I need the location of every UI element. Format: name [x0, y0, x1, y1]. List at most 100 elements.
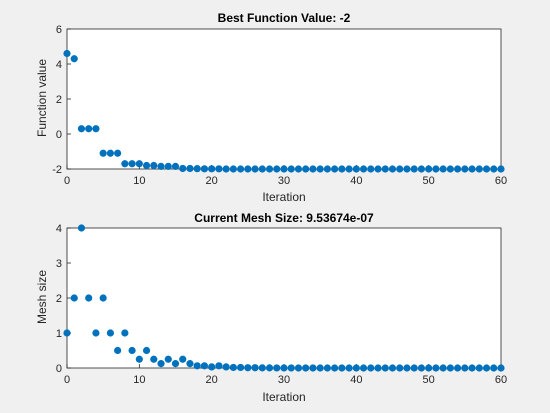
axes-frame [66, 227, 502, 369]
data-point [135, 355, 143, 363]
data-point [410, 364, 418, 372]
y-axis-label: Function value [35, 59, 49, 137]
data-point [273, 364, 281, 372]
x-tick-label: 40 [350, 374, 362, 386]
data-point [92, 329, 100, 337]
y-tick-label: 6 [56, 24, 62, 36]
y-tick-label: 4 [56, 59, 62, 71]
data-point [446, 364, 454, 372]
x-tick-label: 30 [278, 374, 290, 386]
x-tick-label: 10 [133, 374, 145, 386]
data-point [417, 165, 426, 173]
data-point [381, 364, 389, 372]
axes-current-mesh-size: Current Mesh Size: 9.53674e-07 Iteration… [35, 211, 507, 404]
chart-title: Best Function Value: -2 [218, 11, 351, 25]
x-tick-label: 20 [206, 374, 218, 386]
data-point [229, 363, 237, 372]
data-point [482, 364, 491, 372]
data-point [106, 149, 114, 157]
data-point [475, 364, 483, 372]
y-tick-label: 0 [56, 363, 62, 375]
data-point [287, 364, 295, 372]
data-point [374, 165, 382, 173]
data-point [77, 224, 86, 232]
data-point [244, 165, 252, 173]
data-point [497, 165, 505, 173]
data-point [121, 329, 129, 337]
data-point [222, 165, 230, 173]
x-tick-label: 40 [350, 175, 362, 187]
data-point [280, 165, 288, 173]
data-point [381, 165, 389, 173]
data-point [417, 364, 426, 372]
data-point [425, 364, 433, 372]
x-tick-label: 50 [423, 374, 435, 386]
x-axis-label: Iteration [262, 390, 305, 404]
data-point [388, 165, 397, 173]
axes-frame [66, 28, 502, 170]
data-point [338, 364, 346, 372]
data-point [215, 362, 223, 370]
data-point [468, 165, 476, 173]
data-point [497, 364, 505, 372]
axes-best-function-value: Best Function Value: -2 Iteration Functi… [35, 11, 507, 204]
data-point [331, 165, 339, 173]
data-point [490, 165, 498, 173]
data-point [150, 355, 158, 363]
data-point [85, 294, 93, 302]
data-point [70, 294, 78, 302]
data-point [323, 165, 331, 173]
data-point [135, 160, 143, 168]
data-point [63, 49, 71, 58]
data-point [114, 346, 122, 355]
data-point [374, 364, 382, 372]
y-tick-label: 2 [56, 293, 62, 305]
data-point [92, 125, 100, 133]
data-point [302, 364, 310, 372]
data-point [352, 165, 360, 173]
data-point [403, 165, 411, 173]
data-point [388, 364, 397, 372]
data-point [150, 161, 158, 170]
data-point [244, 364, 252, 372]
data-point [302, 165, 310, 173]
data-point [359, 364, 368, 372]
data-point [208, 363, 216, 371]
x-tick-label: 0 [64, 175, 70, 187]
data-point [454, 165, 462, 173]
data-point [77, 125, 86, 133]
data-point [128, 160, 136, 168]
data-point [309, 165, 317, 173]
data-point [475, 165, 483, 173]
x-tick-label: 20 [206, 175, 218, 187]
x-tick-label: 60 [495, 175, 507, 187]
data-point [164, 355, 172, 363]
data-point [287, 165, 295, 173]
data-point [63, 329, 71, 337]
data-point [461, 364, 469, 372]
data-point [403, 364, 411, 372]
data-point [179, 355, 187, 363]
data-point [273, 165, 281, 173]
data-point [432, 364, 440, 372]
data-point [461, 165, 469, 173]
data-point [193, 362, 201, 370]
y-tick-label: -2 [52, 164, 62, 176]
data-point [193, 165, 201, 173]
data-point [294, 364, 303, 372]
data-point [251, 364, 259, 372]
data-point [157, 360, 165, 368]
data-point [439, 165, 447, 173]
data-point [258, 165, 266, 173]
y-tick-label: 1 [56, 328, 62, 340]
data-point [280, 364, 288, 372]
x-tick-label: 0 [64, 374, 70, 386]
x-tick-label: 10 [133, 175, 145, 187]
data-point [157, 162, 165, 170]
data-point [186, 360, 194, 368]
data-point [352, 364, 360, 372]
data-point [396, 364, 404, 372]
data-point [316, 364, 324, 372]
data-point [70, 55, 78, 63]
data-point [490, 364, 498, 372]
